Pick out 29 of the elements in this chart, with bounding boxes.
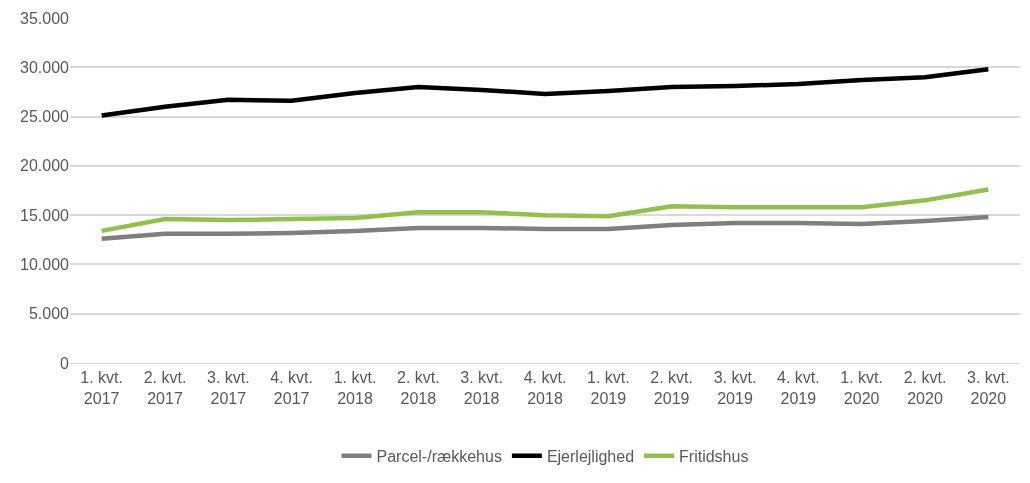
legend-label: Parcel-/rækkehus bbox=[376, 448, 502, 466]
x-tick-label: 1. kvt. 2020 bbox=[840, 369, 884, 407]
y-tick-label: 15.000 bbox=[20, 206, 70, 224]
legend-label: Fritidshus bbox=[679, 448, 749, 466]
y-tick-label: 5.000 bbox=[28, 305, 70, 323]
x-tick-label: 2. kvt. 2017 bbox=[143, 369, 187, 407]
y-tick-label: 25.000 bbox=[20, 108, 70, 126]
x-tick-label: 3. kvt. 2017 bbox=[206, 369, 250, 407]
x-tick-label: 3. kvt. 2018 bbox=[460, 369, 504, 407]
line-series bbox=[99, 187, 991, 234]
legend-label: Ejerlejlighed bbox=[546, 448, 635, 466]
x-tick-label: 4. kvt. 2019 bbox=[776, 369, 820, 407]
x-tick-label: 1. kvt. 2017 bbox=[80, 369, 124, 407]
y-tick-label: 10.000 bbox=[20, 256, 70, 274]
x-tick-label: 1. kvt. 2019 bbox=[586, 369, 630, 407]
x-tick-label: 2. kvt. 2019 bbox=[650, 369, 694, 407]
line-series bbox=[99, 67, 991, 118]
x-tick-label: 3. kvt. 2019 bbox=[713, 369, 757, 407]
x-tick-label: 4. kvt. 2017 bbox=[270, 369, 314, 407]
x-tick-label: 3. kvt. 2020 bbox=[966, 369, 1010, 407]
x-tick-label: 1. kvt. 2018 bbox=[333, 369, 377, 407]
y-tick-label: 20.000 bbox=[20, 157, 70, 175]
y-tick-label: 0 bbox=[60, 354, 70, 372]
x-tick-label: 2. kvt. 2018 bbox=[396, 369, 440, 407]
line-series bbox=[99, 214, 991, 242]
x-tick-label: 4. kvt. 2018 bbox=[523, 369, 567, 407]
x-tick-label: 2. kvt. 2020 bbox=[903, 369, 947, 407]
y-tick-label: 35.000 bbox=[20, 9, 70, 27]
y-tick-label: 30.000 bbox=[20, 58, 70, 76]
